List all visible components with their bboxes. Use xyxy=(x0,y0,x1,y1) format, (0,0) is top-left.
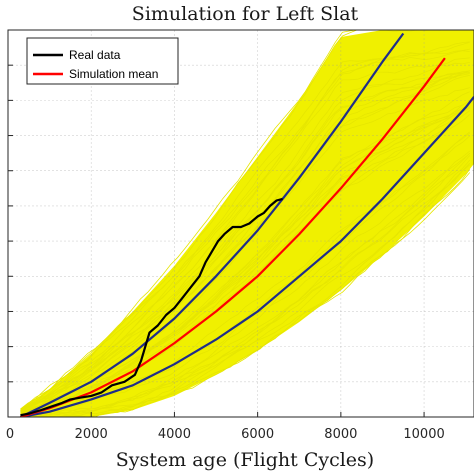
simulation-trajectory xyxy=(20,70,470,412)
simulation-trajectory xyxy=(20,30,446,410)
simulation-trajectory xyxy=(20,135,471,416)
simulation-trajectory xyxy=(20,100,471,414)
simulation-trajectory xyxy=(20,106,470,416)
series-line-real-data xyxy=(20,197,283,417)
legend: Real data Simulation mean xyxy=(26,37,179,85)
simulation-trajectory xyxy=(33,155,471,417)
x-tick-label: 4000 xyxy=(158,427,191,442)
x-tick-label: 8000 xyxy=(324,427,357,442)
x-tick-label: 10000 xyxy=(403,427,444,442)
simulation-trajectory xyxy=(20,131,471,417)
series-line-simulation-mean xyxy=(20,57,446,417)
x-tick-label: 6000 xyxy=(241,427,274,442)
legend-box xyxy=(26,37,179,85)
series-line-bound-2 xyxy=(20,32,405,417)
x-tick-label: 2000 xyxy=(75,427,108,442)
y-ticks xyxy=(8,64,13,383)
chart-title: Simulation for Left Slat xyxy=(132,3,359,25)
simulation-trajectory xyxy=(20,91,470,416)
plot-frame xyxy=(7,29,474,418)
x-ticks: 0 2000 4000 6000 8000 10000 xyxy=(6,412,445,442)
simulation-trajectory xyxy=(20,159,471,417)
simulation-trajectory xyxy=(20,72,470,412)
grid-layer xyxy=(7,30,474,417)
legend-label-simulation-mean: Simulation mean xyxy=(69,67,158,81)
simulation-trajectory xyxy=(20,30,358,410)
series-line-bound-3 xyxy=(20,96,474,417)
simulation-trajectory xyxy=(20,70,470,413)
series-layer xyxy=(20,32,474,417)
x-axis-label: System age (Flight Cycles) xyxy=(116,449,374,471)
simulation-trajectory xyxy=(20,50,470,412)
simulation-trajectory xyxy=(20,41,470,411)
simulation-trajectory xyxy=(20,168,471,417)
simulation-trajectory xyxy=(20,62,470,410)
legend-label-real-data: Real data xyxy=(69,48,121,62)
x-tick-label: 0 xyxy=(6,427,14,442)
simulation-trajectory xyxy=(20,103,471,416)
